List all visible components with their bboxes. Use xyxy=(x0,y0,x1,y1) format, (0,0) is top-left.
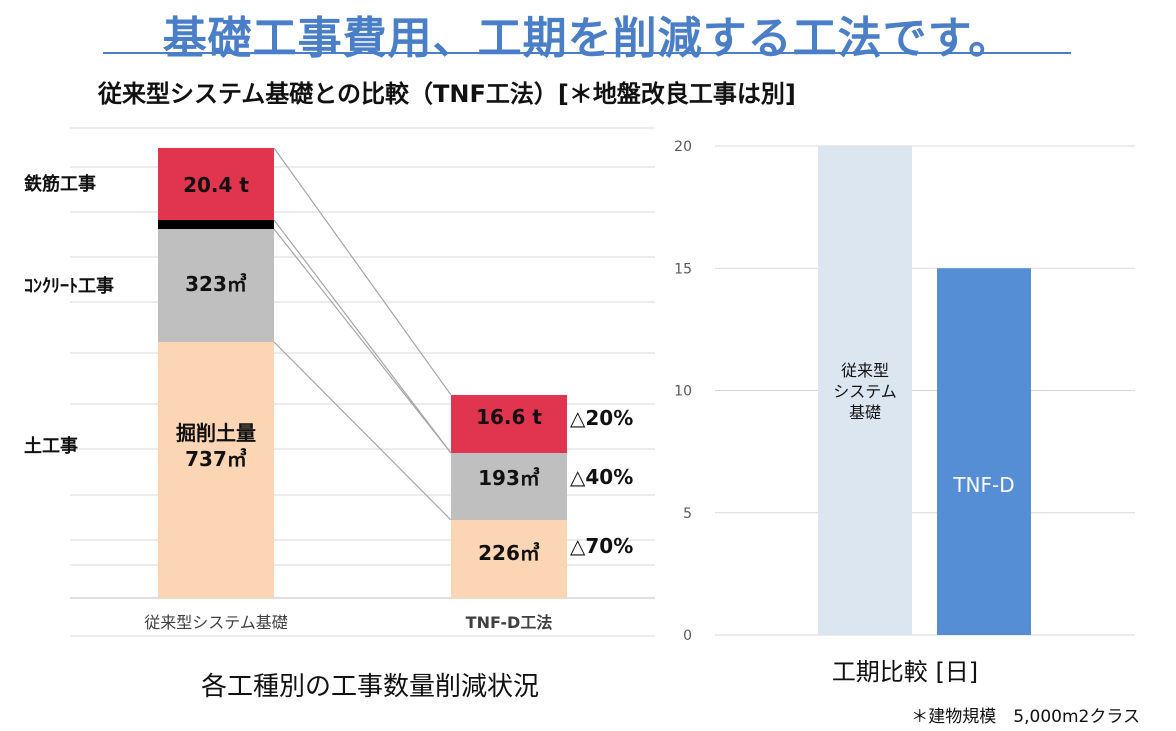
connector-line-3 xyxy=(273,341,452,521)
reduction-label-0: △20% xyxy=(570,406,633,430)
period-bar-label-conventional: 従来型システム基礎 xyxy=(833,361,897,422)
y-tick-label-1: 5 xyxy=(683,506,692,522)
reduction-label-1: △40% xyxy=(570,465,633,489)
stack-bar-conventional-separator xyxy=(158,220,274,229)
segment-label-conventional-concrete: 323㎥ xyxy=(185,272,247,296)
connector-line-0 xyxy=(273,147,452,396)
left-category-label-1: TNF-D工法 xyxy=(466,613,553,632)
period-bar-0 xyxy=(818,146,912,635)
connector-line-2 xyxy=(273,228,452,454)
main-title: 基礎工事費用、工期を削減する工法です。 xyxy=(162,13,1014,64)
segment-label-conventional-earthwork: 掘削土量 737㎥ xyxy=(176,421,256,471)
segment-label-tnf-rebar: 16.6 t xyxy=(476,405,542,429)
stack-bar-conventional-earthwork xyxy=(158,342,274,598)
title-underline xyxy=(103,52,1071,54)
segment-label-conventional-rebar: 20.4 t xyxy=(183,173,249,197)
segment-label-tnf-earthwork: 226㎥ xyxy=(478,541,540,565)
stack-bar-tnf-earthwork xyxy=(451,520,567,598)
right-chart-caption: 工期比較 [日] xyxy=(831,658,979,686)
stack-bar-conventional-rebar xyxy=(158,148,274,220)
left-category-label-0: 従来型システム基礎 xyxy=(144,613,288,632)
period-bar-label-tnf: TNF-D xyxy=(952,473,1014,497)
row-label-0: 鉄筋工事 xyxy=(24,173,96,195)
y-tick-label-0: 0 xyxy=(683,628,692,644)
left-chart-caption: 各工種別の工事数量削減状況 xyxy=(200,672,539,702)
period-bar-1 xyxy=(937,268,1031,635)
stack-bar-tnf-concrete xyxy=(451,453,567,520)
y-tick-label-4: 20 xyxy=(674,139,692,155)
stack-bar-tnf-rebar xyxy=(451,395,567,453)
y-tick-label-2: 10 xyxy=(674,384,692,400)
stack-bar-conventional-concrete xyxy=(158,229,274,342)
comparison-subtitle: 従来型システム基礎との比較（TNF工法）[＊地盤改良工事は別] xyxy=(98,80,796,108)
segment-label-tnf-concrete: 193㎥ xyxy=(478,466,540,490)
reduction-label-2: △70% xyxy=(570,534,633,558)
row-label-1: ｺﾝｸﾘｰﾄ工事 xyxy=(24,275,114,297)
connector-line-1 xyxy=(273,219,452,454)
footnote: ＊建物規模 5,000m2クラス xyxy=(911,707,1140,727)
row-label-2: 土工事 xyxy=(24,435,78,457)
y-tick-label-3: 15 xyxy=(674,261,692,277)
